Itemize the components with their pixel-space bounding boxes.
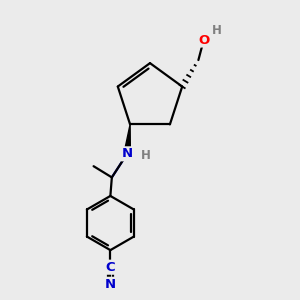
Text: O: O [198,34,209,46]
Text: H: H [141,149,151,162]
Text: N: N [122,147,133,160]
Text: H: H [212,24,222,37]
Polygon shape [124,124,130,154]
Text: C: C [106,261,115,274]
Text: N: N [105,278,116,291]
